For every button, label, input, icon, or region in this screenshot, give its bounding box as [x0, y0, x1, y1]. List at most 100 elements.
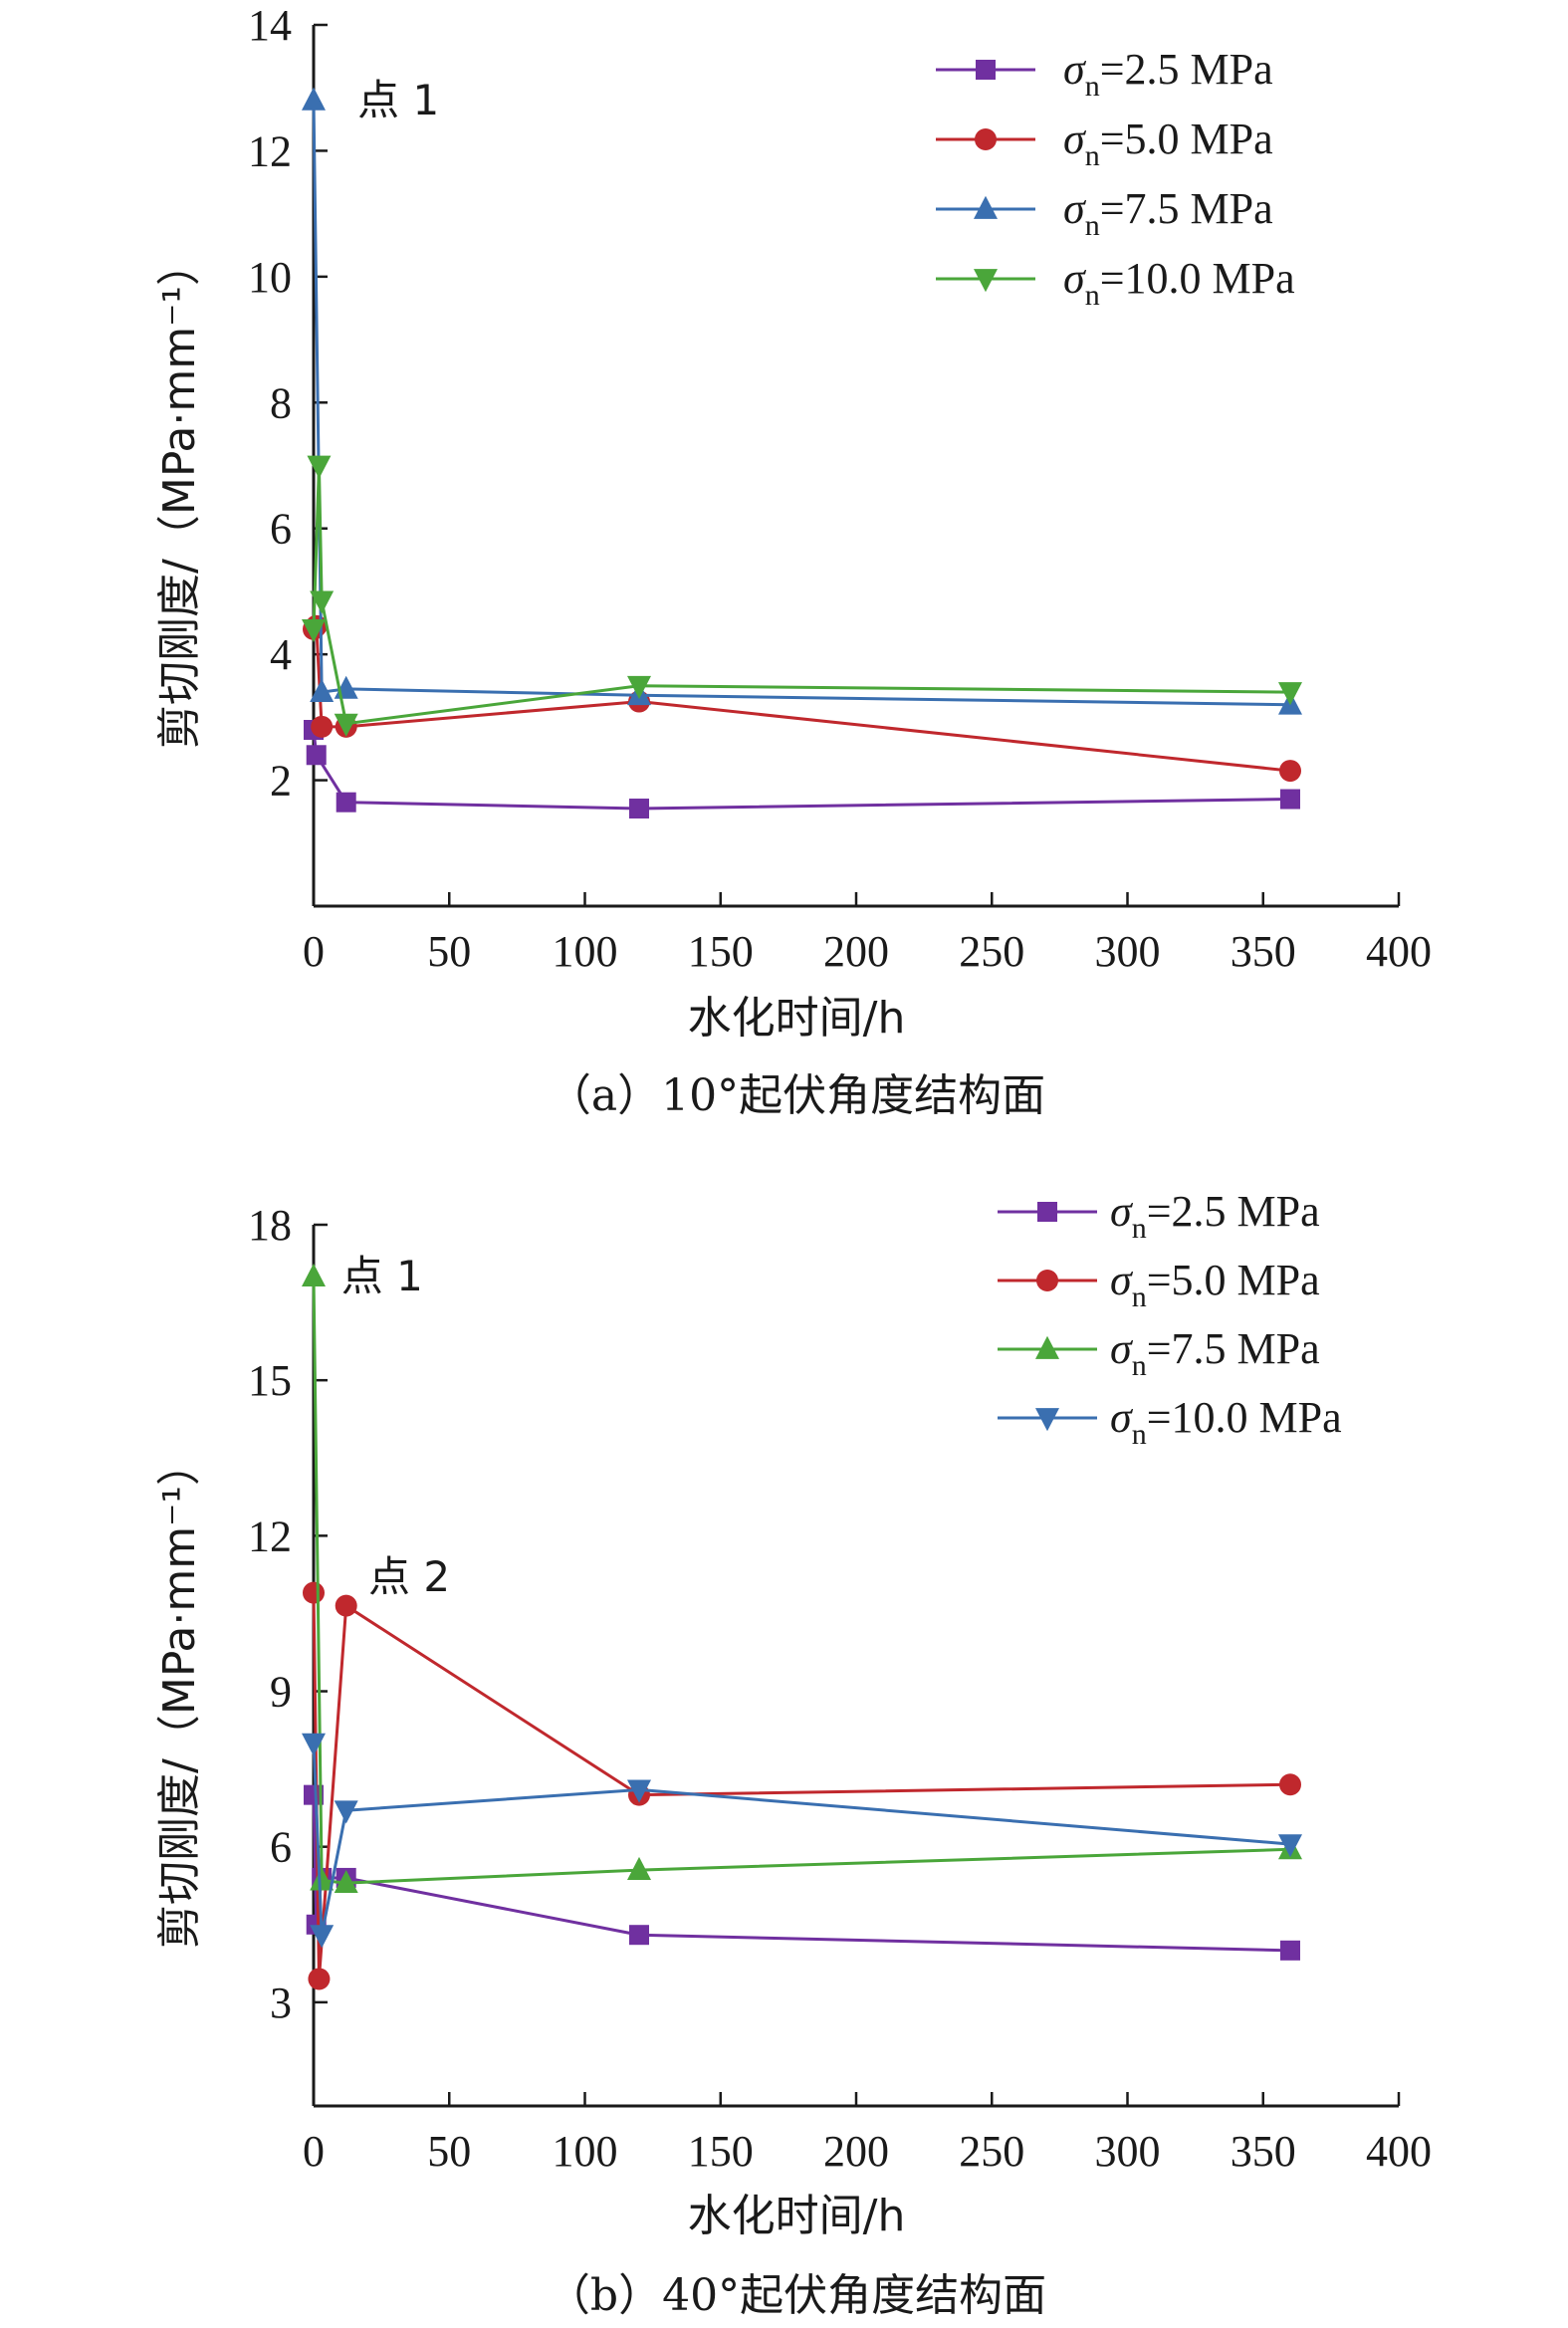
chart-a-data-point — [1278, 682, 1302, 706]
chart-a-data-point — [311, 715, 334, 738]
chart-b-y-tick-label: 3 — [270, 1979, 292, 2027]
chart-b-legend-marker — [1035, 1335, 1059, 1359]
chart-b-legend-entry: σn=7.5 MPa — [1110, 1324, 1320, 1382]
chart-a-y-tick-label: 12 — [248, 126, 292, 175]
chart-a-x-tick-label: 100 — [553, 927, 618, 976]
chart-b-y-tick-label: 6 — [270, 1823, 292, 1872]
chart-b-annotation: 点 2 — [368, 1552, 450, 1601]
chart-b-data-point — [310, 1925, 335, 1949]
chart-a-data-point — [334, 713, 358, 737]
chart-a-y-tick-label: 10 — [248, 253, 292, 302]
chart-b-data-point — [302, 1733, 326, 1756]
chart-a-series-line — [312, 729, 1291, 811]
chart-a-legend-marker — [975, 128, 997, 150]
chart-a-y-axis-title: 剪切刚度/（MPa·mm⁻¹） — [154, 242, 205, 749]
chart-b-y-tick-label: 9 — [270, 1668, 292, 1717]
chart-a-data-point — [310, 590, 335, 614]
chart-a-data-point — [306, 745, 327, 766]
chart-a-x-tick-label: 50 — [427, 927, 471, 976]
chart-b-y-tick-label: 18 — [248, 1201, 292, 1250]
chart-a-x-tick-label: 150 — [688, 927, 754, 976]
chart-a-caption: （a）10°起伏角度结构面 — [548, 1070, 1045, 1121]
chart-a-legend-marker — [974, 269, 998, 293]
chart-b-annotation: 点 1 — [341, 1252, 423, 1300]
chart-a-legend-entry: σn=5.0 MPa — [1063, 115, 1273, 172]
chart-b-series-2 — [303, 1581, 1301, 1990]
chart-a-series-1 — [304, 720, 1300, 819]
chart-b-legend: σn=2.5 MPa σn=5.0 MPa σn=7.5 MPa σn=10.0 MP… — [998, 1187, 1342, 1451]
chart-a-x-tick-label: 0 — [303, 927, 325, 976]
chart-b-x-tick-label: 350 — [1231, 2127, 1296, 2176]
chart-a-y-tick-label: 14 — [248, 1, 292, 50]
chart-a-series-4 — [302, 455, 1302, 737]
chart-a-series-3 — [302, 87, 1302, 715]
chart-a-x-tick-label: 200 — [823, 927, 889, 976]
chart-b-data-point — [627, 1856, 651, 1881]
chart-a-x-tick-label: 350 — [1231, 927, 1296, 976]
chart-b-y-axis-title: 剪切刚度/（MPa·mm⁻¹） — [154, 1442, 205, 1949]
chart-b-legend-marker — [1036, 1270, 1058, 1291]
chart-b-x-tick-label: 0 — [303, 2127, 325, 2176]
chart-b: 0 50 100 150 200 250 300 350 400 3 6 9 12 15 18 水化时间/h 剪… — [154, 1187, 1432, 2321]
chart-a: 0 50 100 150 200 250 300 350 400 2 4 6 8 10 12 14 水化时间/h… — [154, 1, 1432, 1121]
chart-b-x-tick-label: 300 — [1095, 2127, 1161, 2176]
chart-a-legend-entry: σn=2.5 MPa — [1063, 45, 1273, 103]
chart-b-data-point — [304, 1784, 324, 1805]
chart-a-data-point — [627, 675, 651, 699]
chart-b-data-point — [303, 1581, 325, 1604]
chart-b-data-point — [334, 1869, 358, 1894]
chart-b-legend-entry: σn=5.0 MPa — [1110, 1256, 1320, 1313]
chart-a-y-tick-label: 6 — [270, 505, 292, 554]
chart-b-y-tick-label: 15 — [248, 1356, 292, 1405]
chart-b-x-tick-label: 150 — [688, 2127, 754, 2176]
chart-b-data-point — [334, 1800, 358, 1824]
chart-b-data-point — [629, 1925, 649, 1946]
chart-a-x-axis-title: 水化时间/h — [688, 993, 906, 1044]
chart-b-x-tick-label: 400 — [1366, 2127, 1432, 2176]
chart-b-x-tick-label: 100 — [553, 2127, 618, 2176]
chart-b-data-point — [310, 1867, 335, 1891]
chart-a-y-tick-label: 8 — [270, 378, 292, 427]
chart-a-legend-entry: σn=7.5 MPa — [1063, 184, 1273, 242]
chart-a-data-point — [310, 678, 335, 702]
chart-a-legend: σn=2.5 MPa σn=5.0 MPa σn=7.5 MPa σn=10.0 MP… — [936, 45, 1295, 312]
chart-b-data-point — [1279, 1773, 1301, 1796]
chart-a-data-point — [1279, 760, 1301, 783]
chart-b-data-point — [1278, 1834, 1302, 1858]
chart-a-data-point — [302, 87, 326, 111]
chart-a-y-tick-label: 2 — [270, 757, 292, 806]
chart-b-x-tick-label: 50 — [427, 2127, 471, 2176]
chart-b-y-tick-label: 12 — [248, 1512, 292, 1560]
chart-b-data-point — [308, 1968, 331, 1990]
chart-a-data-point — [1280, 789, 1300, 810]
chart-b-data-point — [302, 1263, 326, 1286]
chart-b-x-axis-title: 水化时间/h — [688, 2191, 906, 2241]
chart-b-series-3 — [302, 1263, 1302, 1894]
chart-b-data-point — [1280, 1940, 1300, 1961]
chart-a-data-point — [336, 792, 356, 813]
chart-b-legend-entry: σn=2.5 MPa — [1110, 1187, 1320, 1245]
chart-a-legend-entry: σn=10.0 MPa — [1063, 254, 1295, 312]
chart-a-legend-marker — [974, 195, 998, 219]
chart-a-legend-marker — [976, 60, 996, 80]
chart-a-x-tick-label: 250 — [959, 927, 1024, 976]
chart-a-x-tick-label: 300 — [1095, 927, 1161, 976]
chart-a-data-point — [307, 455, 332, 479]
chart-b-x-tick-label: 250 — [959, 2127, 1024, 2176]
chart-b-data-point — [627, 1779, 651, 1803]
chart-b-series-line — [312, 1592, 1291, 1979]
chart-a-y-tick-label: 4 — [270, 630, 292, 679]
chart-b-series-1 — [304, 1784, 1300, 1961]
chart-b-legend-marker — [1035, 1408, 1059, 1432]
chart-b-series-4 — [302, 1733, 1302, 1949]
chart-b-legend-marker — [1037, 1202, 1057, 1222]
chart-a-data-point — [302, 618, 326, 643]
chart-b-series-line — [312, 1743, 1291, 1936]
chart-b-data-point — [335, 1594, 357, 1617]
chart-b-series-line — [312, 1794, 1291, 1953]
chart-a-annotation: 点 1 — [357, 76, 439, 124]
chart-b-x-tick-label: 200 — [823, 2127, 889, 2176]
chart-b-caption: （b）40°起伏角度结构面 — [547, 2270, 1046, 2321]
chart-b-legend-entry: σn=10.0 MPa — [1110, 1393, 1342, 1451]
